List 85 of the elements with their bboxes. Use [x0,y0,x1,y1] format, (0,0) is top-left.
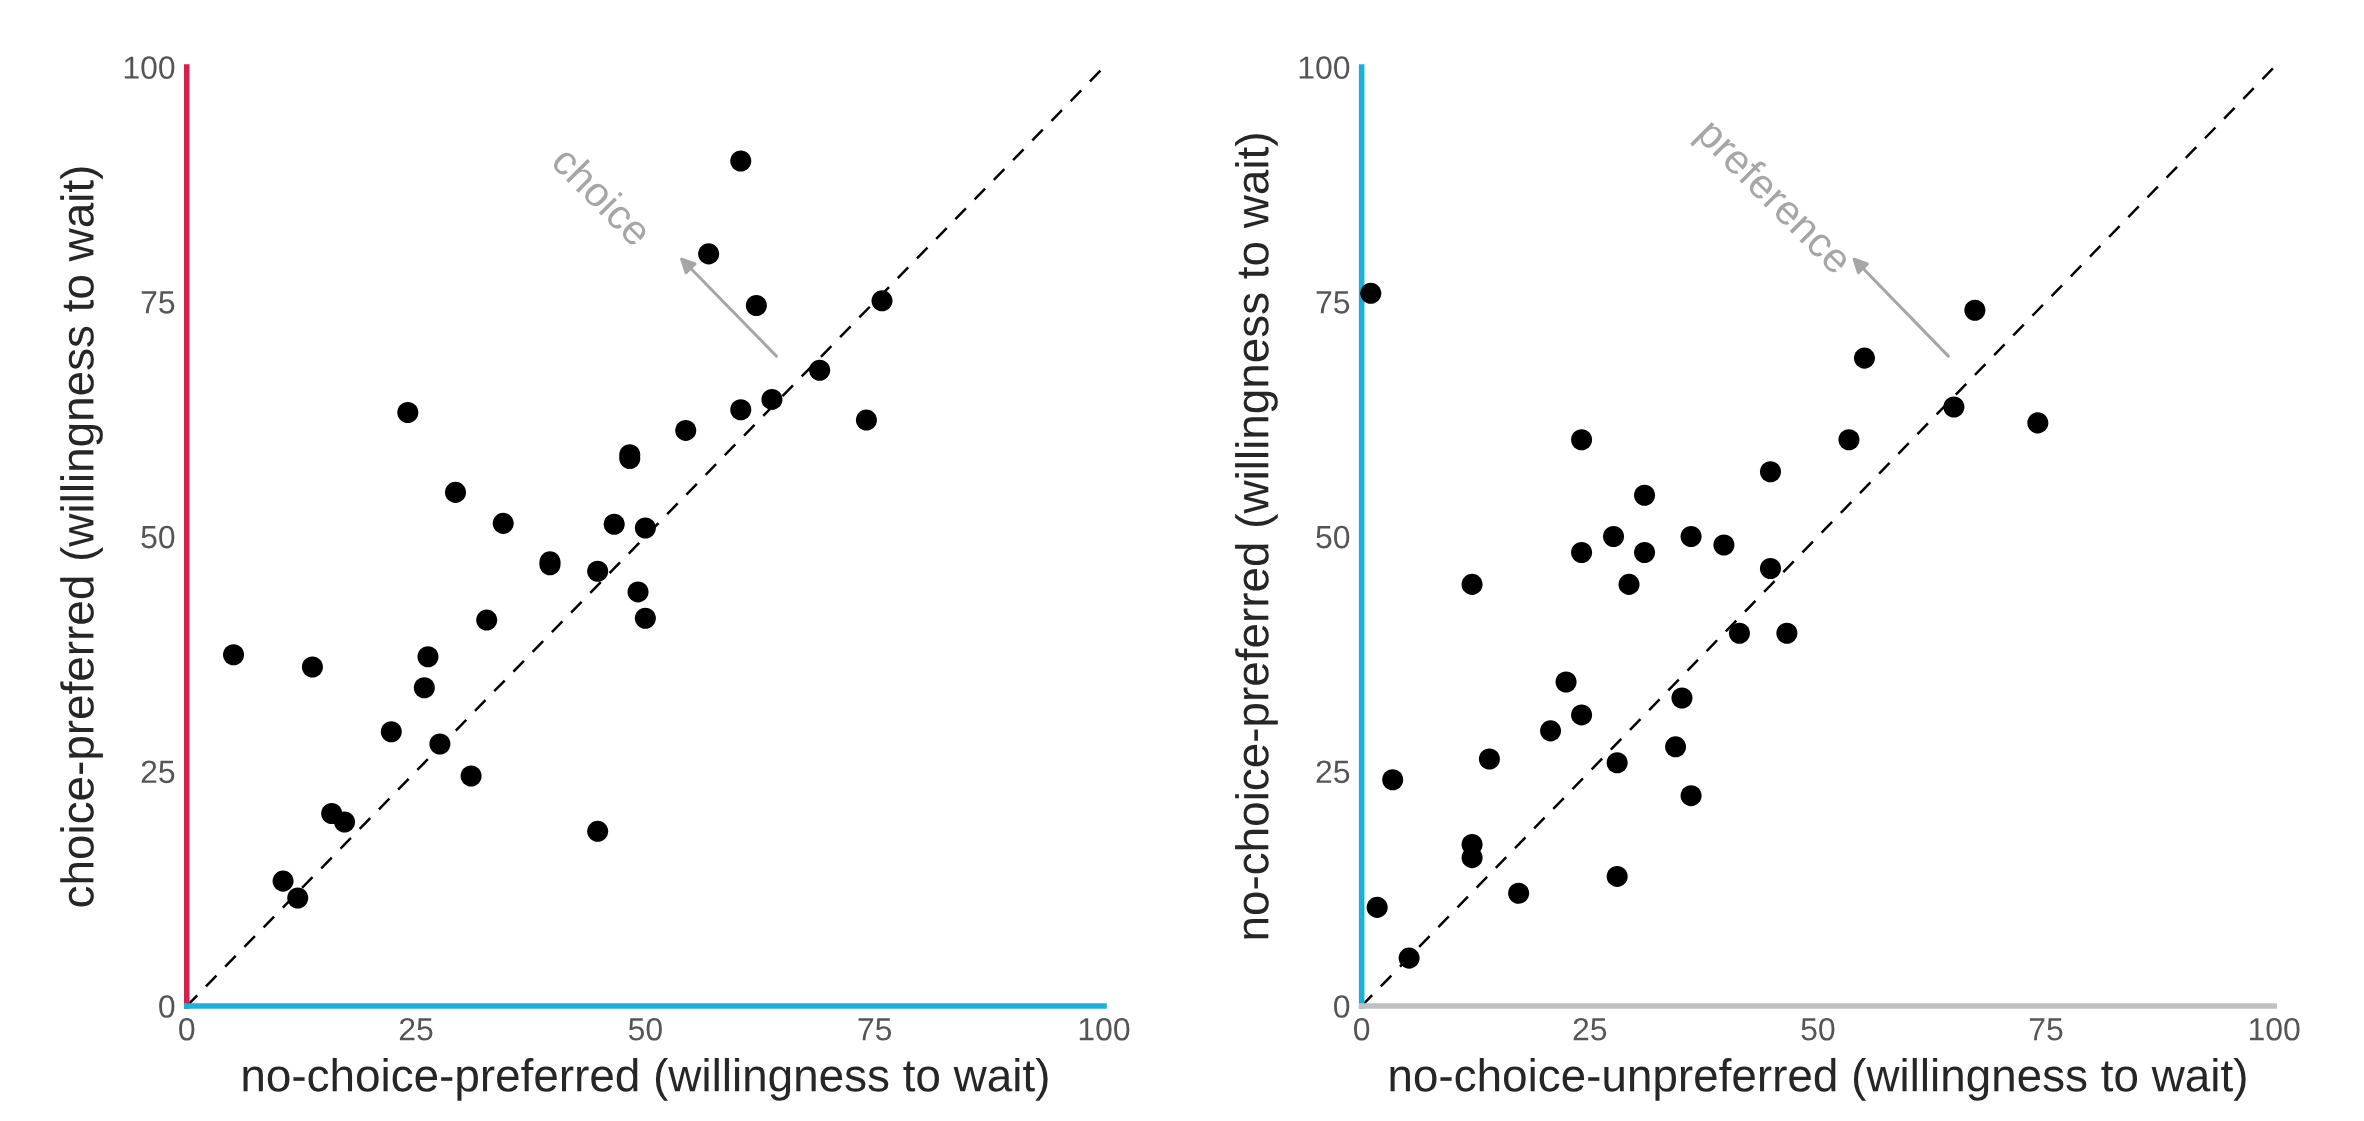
y-tick-label: 0 [1334,995,1350,1018]
point [1571,541,1593,563]
point [1508,882,1530,904]
point [1398,947,1420,969]
y-tick-label: 50 [1316,525,1350,549]
point [1602,525,1625,548]
point [1571,429,1593,451]
x-tick-label: 75 [2029,1018,2063,1041]
point [809,359,831,381]
point [1853,347,1875,369]
x-tick-label: 25 [399,1017,433,1041]
point [1776,622,1798,644]
y-tick-label: 50 [141,525,175,549]
x-tick-label: 100 [1079,1017,1130,1041]
point [745,295,767,317]
point [1838,429,1860,451]
point [397,402,419,424]
x-tick-label: 50 [1801,1017,1835,1041]
point [675,419,697,441]
y-tick-label: 75 [1316,291,1350,314]
point [1571,704,1593,726]
point [1964,299,1986,321]
point [627,581,649,603]
point [1606,865,1628,887]
point [761,388,783,410]
y-axis-title: choice-preferred (willingness to wait) [60,167,103,907]
point [223,644,245,666]
x-tick-label: 0 [179,1017,195,1041]
point [1478,748,1500,770]
y-tick-label: 25 [141,760,175,784]
point [634,517,656,539]
point [871,290,893,312]
x-tick-label: 75 [858,1018,892,1041]
point [1759,557,1781,579]
x-tick-label: 0 [1354,1017,1370,1041]
point [2027,412,2049,434]
point [1366,896,1388,918]
point [333,811,356,833]
point [417,646,439,668]
point [1759,461,1781,483]
point [1713,534,1735,556]
point [855,409,877,431]
point [730,399,752,421]
point [587,560,609,582]
x-tick-label: 25 [1573,1017,1607,1041]
point [444,481,467,503]
x-tick-label: 100 [2249,1017,2300,1041]
point [1606,752,1628,774]
x-axis-title: no-choice-preferred (willingness to wait) [243,1057,1048,1101]
y-axis-title: no-choice-preferred (willingness to wait) [1235,134,1278,939]
point [1634,484,1656,506]
point [1671,687,1693,709]
point [1540,720,1562,742]
point [492,512,514,534]
point [587,820,609,842]
point [1382,769,1404,791]
point [1680,525,1702,548]
y-tick-label: 100 [1299,56,1350,79]
point [380,721,402,743]
point [1665,736,1687,758]
point [1680,785,1702,807]
point [429,733,451,755]
point [603,513,625,535]
point [730,150,752,172]
point [1360,282,1382,304]
y-tick-label: 0 [159,995,175,1018]
x-tick-label: 50 [628,1017,662,1041]
y-tick-label: 25 [1316,760,1350,784]
point [301,656,323,678]
point [287,887,309,909]
point [413,677,435,699]
point [1943,396,1965,418]
point [1461,573,1483,595]
point [1555,671,1577,693]
point [1728,622,1750,644]
point [698,243,720,265]
point [634,607,656,629]
point [1618,573,1640,595]
point [272,870,294,892]
point [476,609,498,631]
x-axis-title: no-choice-unpreferred (willingness to wait) [1390,1057,2246,1101]
point [1634,541,1656,563]
y-tick-label: 75 [141,291,175,314]
point [460,765,482,787]
y-tick-label: 100 [124,56,175,79]
